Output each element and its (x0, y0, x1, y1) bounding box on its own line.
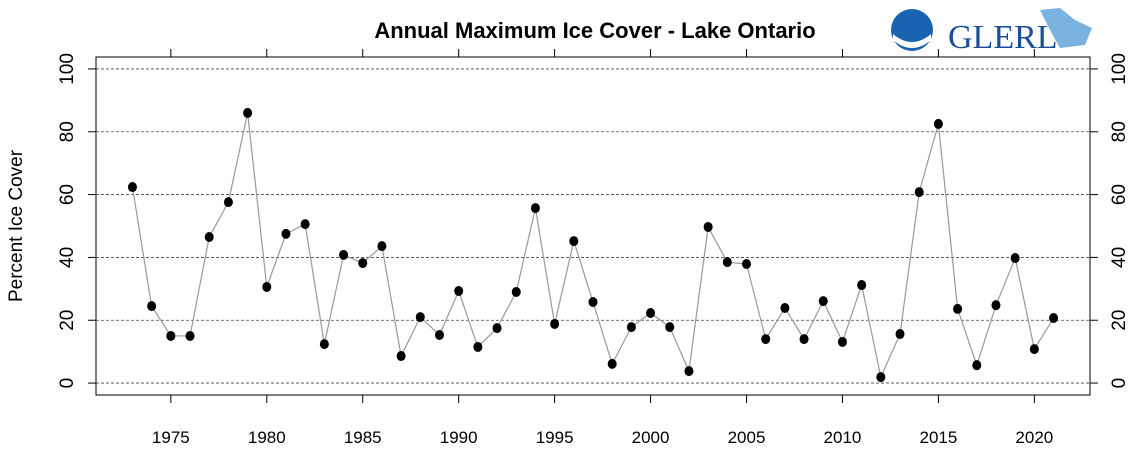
chart-title: Annual Maximum Ice Cover - Lake Ontario (374, 18, 815, 43)
data-point (722, 257, 732, 268)
x-tick-label: 2015 (919, 428, 957, 447)
data-point (492, 323, 502, 334)
data-point (953, 303, 963, 314)
data-point (1010, 253, 1020, 264)
y2-tick-label: 0 (1109, 378, 1130, 389)
data-point (972, 360, 982, 371)
data-point (857, 280, 867, 291)
data-point (1049, 313, 1059, 324)
x-tick-label: 2010 (824, 428, 862, 447)
data-point (415, 312, 425, 323)
data-point (703, 221, 713, 232)
data-point (358, 258, 368, 269)
y2-tick-label: 40 (1109, 247, 1130, 268)
x-tick-label: 1995 (536, 428, 574, 447)
data-point (837, 336, 847, 347)
y-tick-label: 40 (57, 247, 78, 268)
data-point (991, 300, 1001, 311)
data-line (131, 112, 1055, 380)
data-point (511, 286, 521, 297)
data-point (377, 241, 387, 252)
data-point (185, 330, 195, 341)
logo-text: GLERL (948, 19, 1058, 56)
noaa-wave (893, 34, 931, 48)
y2-tick-label: 80 (1109, 121, 1130, 142)
x-tick-label: 1980 (248, 428, 286, 447)
x-tick-label: 1985 (344, 428, 382, 447)
data-point (223, 197, 233, 208)
x-tick-label: 2005 (728, 428, 766, 447)
x-tick-label: 2000 (632, 428, 670, 447)
plot-frame (95, 56, 1091, 396)
y-tick-label: 0 (57, 378, 78, 389)
data-point (646, 308, 656, 319)
data-point (550, 319, 560, 330)
data-point (914, 187, 924, 198)
data-point (530, 203, 540, 214)
data-point (147, 301, 157, 312)
data-point (799, 334, 809, 345)
data-point (1029, 344, 1039, 355)
lakes-icon (1040, 8, 1092, 48)
y-tick-label: 80 (57, 121, 78, 142)
data-point (396, 351, 406, 362)
data-point (434, 330, 444, 341)
data-point (454, 286, 464, 297)
data-point (300, 219, 310, 230)
x-tick-label: 2020 (1015, 428, 1053, 447)
data-point (569, 236, 579, 247)
data-point (166, 330, 176, 341)
y2-tick-label: 20 (1109, 310, 1130, 331)
data-point (204, 231, 214, 242)
logo: GLERL (891, 8, 1092, 56)
data-point (626, 322, 636, 333)
x-tick-label: 1975 (152, 428, 190, 447)
data-point (243, 107, 253, 118)
data-point (876, 372, 886, 383)
data-point (761, 334, 771, 345)
data-point (339, 249, 349, 260)
y-tick-label: 100 (57, 53, 78, 85)
data-point (319, 339, 329, 350)
data-point (127, 182, 137, 193)
data-point (933, 118, 943, 129)
data-point (684, 366, 694, 377)
data-point (607, 358, 617, 369)
x-tick-label: 1990 (440, 428, 478, 447)
y-tick-label: 20 (57, 310, 78, 331)
y2-tick-label: 60 (1109, 184, 1130, 205)
data-point (473, 341, 483, 352)
data-point (262, 281, 272, 292)
data-point (780, 302, 790, 313)
data-point (281, 228, 291, 239)
y-tick-label: 60 (57, 184, 78, 205)
y2-tick-label: 100 (1109, 53, 1130, 85)
y-axis-label: Percent Ice Cover (6, 149, 27, 302)
data-point (588, 297, 598, 308)
data-point (818, 296, 828, 307)
data-point (665, 322, 675, 333)
data-point (895, 329, 905, 340)
data-point (742, 259, 752, 270)
